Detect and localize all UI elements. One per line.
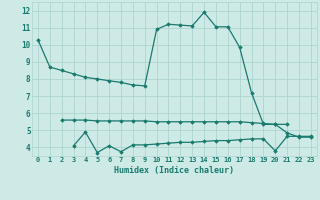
X-axis label: Humidex (Indice chaleur): Humidex (Indice chaleur) <box>115 166 234 175</box>
